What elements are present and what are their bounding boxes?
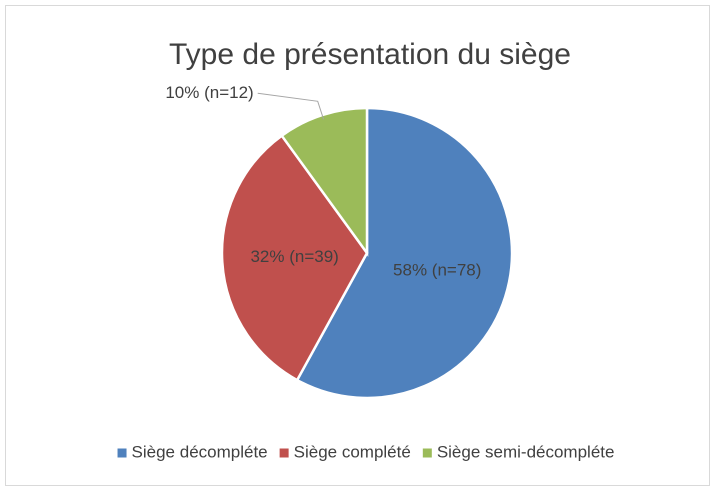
legend-label: Siège semi-décompléte [437,442,615,461]
legend-marker [422,448,432,458]
legend-marker [279,448,289,458]
data-label: 58% (n=78) [393,261,481,280]
data-label: 32% (n=39) [250,247,338,266]
legend-label: Siège décompléte [132,442,268,461]
legend-label: Siège complété [294,442,411,461]
pie-slice [220,133,369,382]
data-label: 10% (n=12) [165,83,253,102]
pie-slice [295,106,514,400]
legend-marker [117,448,127,458]
leader-line [257,92,325,120]
chart-title: Type de présentation du siège [169,38,571,71]
